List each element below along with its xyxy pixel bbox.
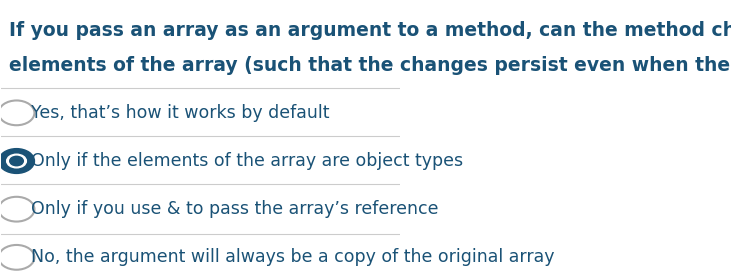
Circle shape: [7, 154, 26, 168]
Text: No, the argument will always be a copy of the original array: No, the argument will always be a copy o…: [31, 248, 555, 266]
Text: Only if the elements of the array are object types: Only if the elements of the array are ob…: [31, 152, 463, 170]
Circle shape: [0, 149, 34, 173]
Text: Only if you use & to pass the array’s reference: Only if you use & to pass the array’s re…: [31, 200, 439, 218]
Circle shape: [0, 197, 34, 222]
Circle shape: [0, 245, 34, 270]
Text: elements of the array (such that the changes persist even when the method ends)?: elements of the array (such that the cha…: [10, 56, 731, 75]
Text: If you pass an array as an argument to a method, can the method change the: If you pass an array as an argument to a…: [10, 21, 731, 40]
Circle shape: [0, 100, 34, 125]
Circle shape: [10, 156, 23, 166]
Text: Yes, that’s how it works by default: Yes, that’s how it works by default: [31, 104, 330, 122]
